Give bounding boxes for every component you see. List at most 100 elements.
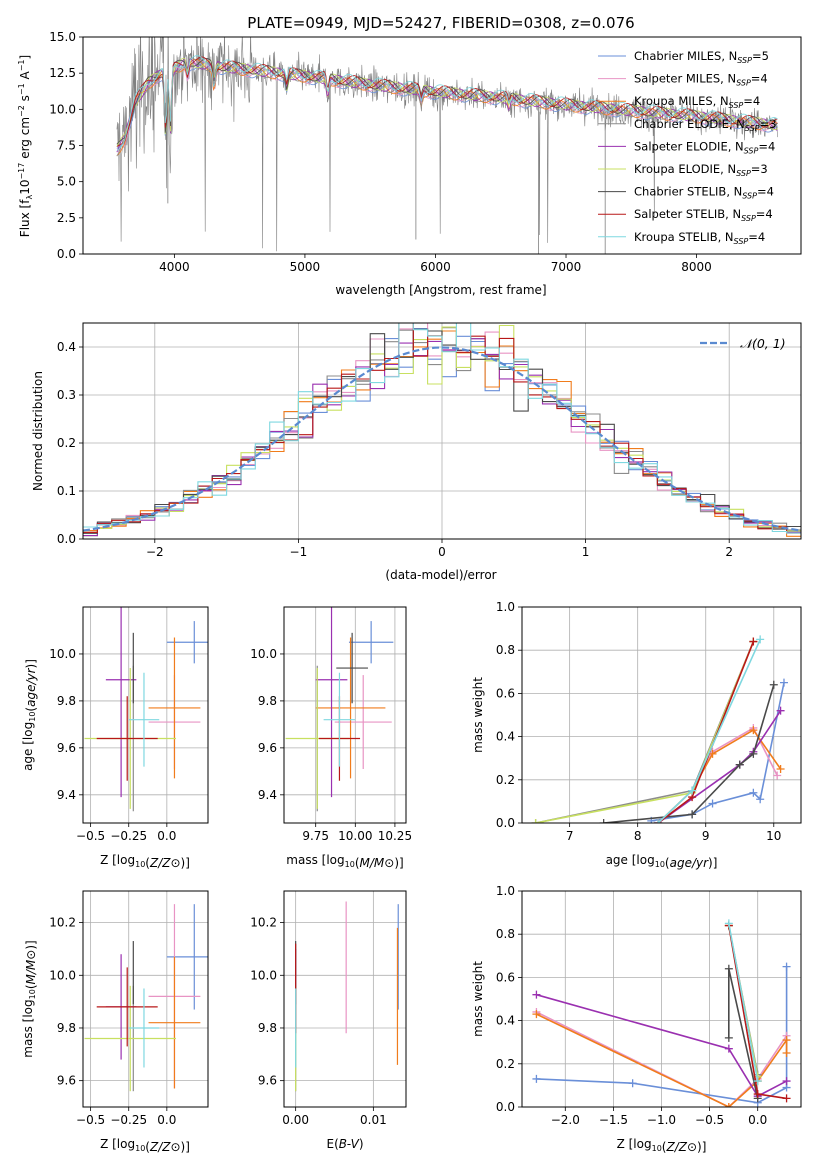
weight-line [536,1011,788,1107]
weight-series [724,919,762,1086]
weight-marker [776,706,785,715]
weight-marker [753,1090,762,1099]
weight-series [724,964,762,1103]
y-tick-label: 0.3 [57,388,76,402]
weight-marker [688,810,697,819]
y-tick-label: 9.6 [57,741,76,755]
y-tick-label: 0.2 [496,1057,515,1071]
weight-marker [599,819,608,823]
y-tick-label: 0.2 [57,436,76,450]
weight-marker [782,962,791,971]
y-tick-label: 10.2 [49,916,76,930]
errorbar-point [148,637,201,779]
plot-area [84,607,208,812]
y-tick-label: 1.0 [496,600,515,614]
weight-marker [688,786,697,795]
spectrum-panel: 4000 5000 6000 7000 8000 0.0 2.5 5.0 7.5 10.0 12.5… [17,14,802,297]
errorbar-point [96,696,158,781]
x-axis-label: mass [log10(M/M⊙)] [286,853,403,870]
residual-panel: −2 −1 0 1 2 0.0 0.1 0.2 0.3 0.4 (data-model)/error… [31,322,802,582]
y-tick-label: 2.5 [57,211,76,225]
y-tick-label: 12.5 [49,66,76,80]
weight-marker [769,680,778,689]
weight-marker [708,799,717,808]
weight-line [536,993,787,1098]
y-axis-label: mass weight [471,961,485,1037]
x-tick-label: −1 [290,545,308,559]
weight-marker [756,795,765,804]
weight-marker [735,760,744,769]
x-tick-label: 9.75 [302,829,329,843]
y-tick-label: 0.8 [496,643,515,657]
x-tick-label: 7 [566,829,574,843]
axes-frame [283,890,407,1108]
x-tick-label: 9 [702,829,710,843]
axes-frame [82,606,209,824]
weight-marker [724,1103,733,1107]
x-axis-label: E(B-V) [326,1137,363,1151]
x-tick-label: 6000 [420,260,451,274]
weight-line [657,710,782,823]
y-tick-label: 0.6 [496,686,515,700]
plot-area [83,323,801,537]
y-tick-label: 10.0 [250,968,277,982]
y-axis-label: mass [log10(M/M⊙)] [21,940,38,1057]
weight-marker [749,637,758,646]
mass-vs-ebv-panel: 0.00 0.01 9.6 9.8 10.0 10.2 E(B-V) [250,890,407,1151]
y-tick-label: 15.0 [49,30,76,44]
y-tick-label: 1.0 [496,884,515,898]
y-tick-label: 0.4 [496,1014,515,1028]
y-tick-label: 0.2 [496,773,515,787]
weight-line [728,923,759,1082]
model-line [116,56,778,147]
x-axis-label: wavelength [Angstrom, rest frame] [335,283,546,297]
model-line [116,58,778,153]
grid-lines [284,607,406,823]
weight-marker [756,635,765,644]
legend-entry: Kroupa MILES, NSSP=4 [634,94,760,110]
errorbar-point [148,956,201,1089]
y-tick-label: 9.8 [258,694,277,708]
axes-frame [521,606,802,824]
x-tick-label: 1 [582,545,590,559]
y-tick-label: 9.8 [57,1021,76,1035]
errorbar-point [315,637,386,779]
errorbar-point [323,672,356,767]
axes-frame [82,890,209,1108]
x-tick-label: 0.00 [282,1113,309,1127]
x-tick-label: −2 [146,545,164,559]
y-tick-label: 0.8 [496,927,515,941]
weight-marker [724,1033,733,1042]
x-tick-label: 10 [766,829,781,843]
y-axis-label: Flux [fλ10−17 erg cm−2 s−1 A−1] [17,55,34,237]
model-line [116,60,778,153]
x-axis-label: (data-model)/error [385,568,496,582]
errorbar-point [105,607,137,798]
grid-lines [83,607,208,823]
weight-series [531,637,758,823]
y-tick-label: 9.6 [57,1074,76,1088]
x-tick-label: 7000 [551,260,582,274]
grid-lines [284,891,406,1107]
x-tick-label: −0.25 [110,1113,147,1127]
y-tick-label: 9.4 [57,788,76,802]
x-tick-label: −0.25 [110,829,147,843]
x-tick-label: 0.0 [157,829,176,843]
weight-marker [782,1094,791,1103]
errorbar-point [128,988,160,1068]
y-axis-label: age [log10(age/yr)] [21,659,38,771]
weight-line [603,684,775,823]
x-tick-label: 2 [725,545,733,559]
x-tick-label: 4000 [159,260,190,274]
legend-entry: Salpeter MILES, NSSP=4 [634,72,768,88]
weight-line [727,968,759,1099]
y-tick-label: 10.0 [49,647,76,661]
y-tick-label: 0.4 [57,340,76,354]
weight-series [599,680,778,823]
x-tick-label: 0.0 [748,1113,767,1127]
age-vs-mass-panel: 9.75 10.00 10.25 9.4 9.6 9.8 10.0 mass [log10(M… [250,606,412,870]
weight-line [535,641,755,823]
legend-entry: Chabrier ELODIE, NSSP=3 [634,117,776,133]
weight-series [531,637,758,823]
y-tick-label: 9.6 [258,741,277,755]
